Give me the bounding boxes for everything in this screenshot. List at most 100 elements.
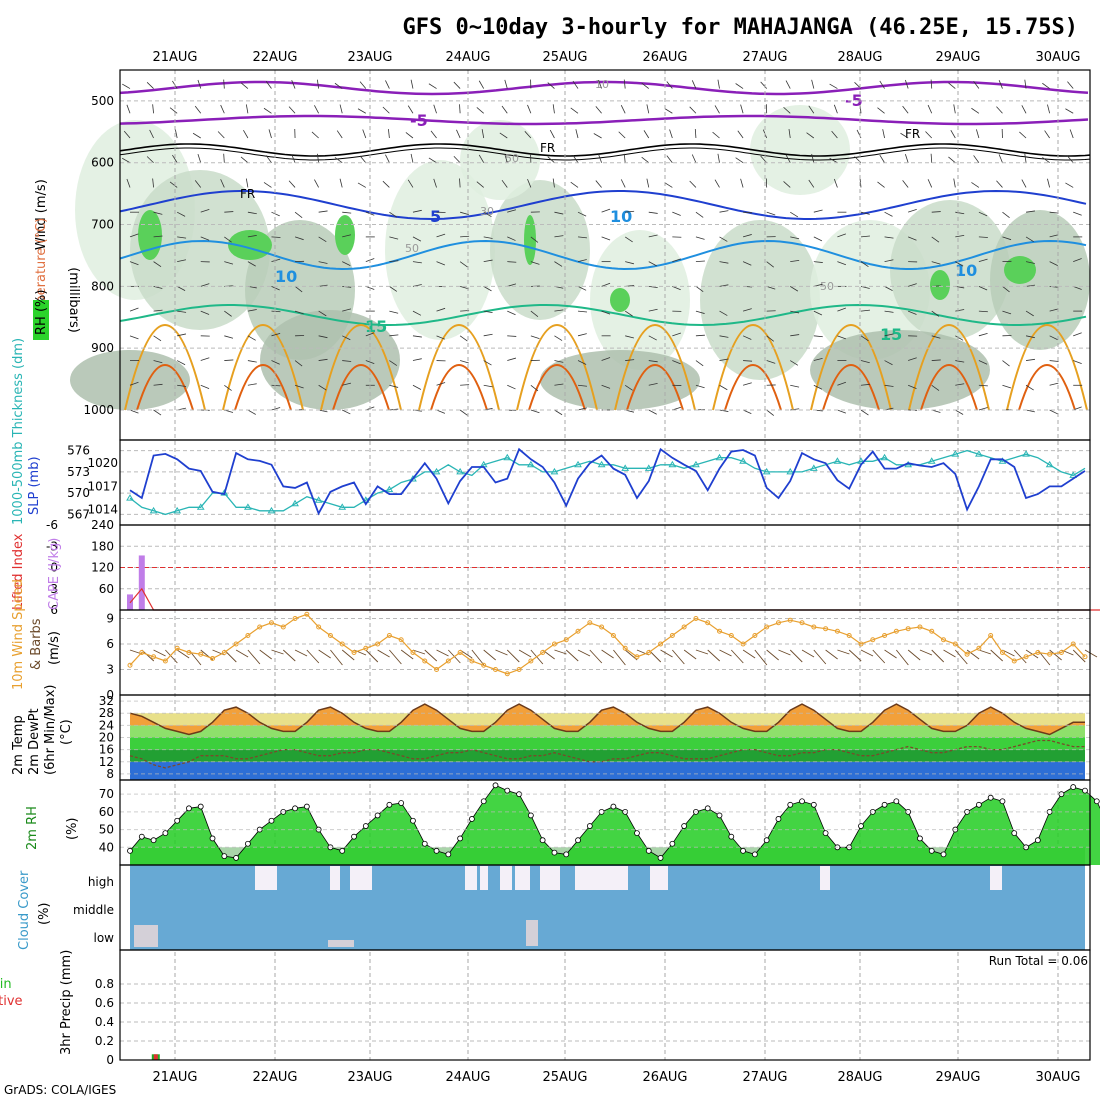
rh-point — [717, 813, 722, 818]
temp-tick: 8 — [106, 767, 114, 781]
rh-point — [1012, 831, 1017, 836]
cloud-low-bar — [134, 925, 158, 947]
rh-point — [1094, 799, 1099, 804]
rh-point — [469, 816, 474, 821]
rh-point — [741, 848, 746, 853]
date-label-bottom: 26AUG — [642, 1070, 687, 1085]
rh-point — [1071, 785, 1076, 790]
cloud-tick-high: high — [88, 875, 114, 889]
axis-label-barbs: & Barbs — [29, 618, 44, 670]
rh-point — [988, 795, 993, 800]
rh-point — [670, 841, 675, 846]
date-label-bottom: 24AUG — [445, 1070, 490, 1085]
rh-point — [363, 824, 368, 829]
isotherm-label: FR — [540, 141, 555, 155]
cloud-high-bar — [500, 866, 512, 890]
axis-label-total-rain: Total / Rain — [0, 977, 12, 992]
rh-point — [776, 816, 781, 821]
precip-tick: 0.8 — [95, 977, 114, 991]
rh-point — [528, 813, 533, 818]
temp-tick: 20 — [99, 731, 114, 745]
cloud-high-bar — [660, 866, 668, 890]
rh-point — [151, 838, 156, 843]
axis-label-rh: RH (%) — [34, 290, 49, 335]
run-total-label: Run Total = 0.06 — [989, 954, 1088, 968]
chart-title: GFS 0~10day 3-hourly for MAHAJANGA (46.2… — [402, 15, 1078, 40]
axis-label-cloud: Cloud Cover — [17, 870, 32, 950]
rh-tick: 70 — [99, 787, 114, 801]
rh-tick: 40 — [99, 840, 114, 854]
li-tick: -6 — [46, 518, 58, 532]
axis-label-convective: Convective — [0, 994, 23, 1009]
cloud-high-bar — [575, 866, 595, 890]
mb-label-group: (millibars) — [66, 267, 81, 333]
cloud-high-bar — [265, 866, 277, 890]
rh-high-shade — [1004, 256, 1036, 284]
rh-point — [293, 806, 298, 811]
rh-point — [587, 824, 592, 829]
cape-tick: 180 — [91, 539, 114, 553]
axis-label-ms: (m/s) — [47, 631, 62, 665]
isotherm-label: FR — [905, 127, 920, 141]
axis-label-precip: 3hr Precip (mm) — [59, 950, 74, 1055]
axis-label-cape: CAPE (J/kg) — [47, 538, 62, 610]
rh-point — [540, 838, 545, 843]
rh-point — [858, 824, 863, 829]
rh-contour-label: 30 — [480, 205, 494, 218]
precip-convective-bar — [154, 1054, 158, 1060]
cloud-high-bar — [480, 866, 488, 890]
rh-point — [894, 799, 899, 804]
temp-band — [130, 738, 1085, 750]
rh-point — [634, 831, 639, 836]
rh-point — [234, 855, 239, 860]
cloud-high-bar — [465, 866, 477, 890]
y-tick-label: 800 — [91, 279, 114, 293]
temp-tick: 12 — [99, 755, 114, 769]
rh-point — [929, 848, 934, 853]
axis-label-thickness: 1000-500mb Thickness (dm) — [11, 338, 26, 525]
rh-point — [788, 802, 793, 807]
slp-tick: 1017 — [87, 479, 118, 493]
rh-point — [811, 802, 816, 807]
temp-tick: 32 — [99, 694, 114, 708]
date-label-bottom: 21AUG — [152, 1070, 197, 1085]
slp-tick: 1014 — [87, 503, 118, 517]
temp-tick: 28 — [99, 706, 114, 720]
rh-shade — [540, 350, 700, 410]
temp-band — [130, 762, 1085, 780]
date-label-top: 28AUG — [837, 50, 882, 65]
axis-label-temp: 2m Temp — [11, 715, 26, 775]
date-label-top: 27AUG — [742, 50, 787, 65]
rh-point — [186, 806, 191, 811]
rh-point — [481, 799, 486, 804]
date-label-bottom: 28AUG — [837, 1070, 882, 1085]
cloud-high-bar — [350, 866, 372, 890]
rh-point — [1000, 799, 1005, 804]
rh-point — [941, 852, 946, 857]
cloud-high-bar — [515, 866, 530, 890]
rh-contour-label: 10 — [595, 78, 609, 91]
rh-point — [210, 836, 215, 841]
axis-label-c: (°C) — [59, 719, 74, 745]
rh-point — [198, 804, 203, 809]
rh-point — [387, 802, 392, 807]
rh-point — [222, 854, 227, 859]
rh-point — [399, 801, 404, 806]
cloud-tick-low: low — [94, 931, 115, 945]
isotherm-label: 10 — [955, 261, 977, 280]
rh-shade — [460, 120, 540, 200]
rh-point — [764, 838, 769, 843]
date-label-bottom: 27AUG — [742, 1070, 787, 1085]
rh-point — [410, 818, 415, 823]
date-label-top: 26AUG — [642, 50, 687, 65]
rh-point — [434, 848, 439, 853]
axis-label-wind10: 10m Wind Speed — [11, 579, 26, 690]
rh-point — [882, 802, 887, 807]
rh-point — [269, 818, 274, 823]
rh-point — [729, 834, 734, 839]
rh-point — [163, 831, 168, 836]
rh-shade — [590, 230, 690, 370]
date-label-bottom: 23AUG — [347, 1070, 392, 1085]
